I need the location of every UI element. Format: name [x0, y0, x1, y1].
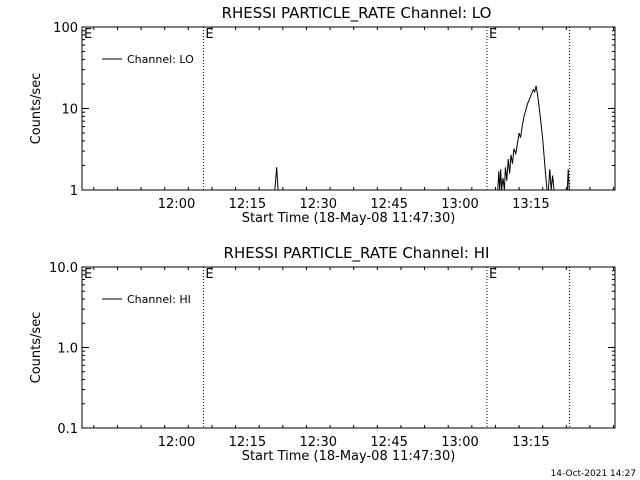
y-tick-label: 10: [61, 103, 78, 118]
legend-entry: Channel: LO: [127, 53, 194, 66]
x-axis-label: Start Time (18-May-08 11:47:30): [242, 211, 456, 226]
x-tick-label: 12:45: [370, 197, 407, 212]
y-tick-label: 0.1: [57, 422, 78, 437]
x-tick-label: 12:30: [300, 435, 337, 450]
chart-title: RHESSI PARTICLE_RATE Channel: HI: [224, 244, 490, 263]
corner-label: E: [84, 267, 92, 282]
x-axis-label: Start Time (18-May-08 11:47:30): [242, 449, 456, 464]
chart-panel-2: RHESSI PARTICLE_RATE Channel: HI 12:00 12:…: [29, 244, 616, 464]
x-tick-label: 13:00: [441, 435, 478, 450]
y-tick-label: 1.0: [57, 342, 78, 357]
x-tick-label: 12:45: [370, 435, 407, 450]
x-tick-label: 13:15: [512, 435, 549, 450]
event-marker-label: E: [489, 267, 497, 282]
x-tick-label: 13:00: [441, 197, 478, 212]
legend-entry: Channel: HI: [127, 293, 191, 306]
chart-panel-1: RHESSI PARTICLE_RATE Channel: LO 12:00 12:…: [29, 4, 616, 226]
x-tick-label: 12:15: [229, 435, 266, 450]
x-tick-label: 12:00: [158, 197, 195, 212]
y-tick-label: 1: [70, 184, 78, 199]
y-axis-label: Counts/sec: [29, 312, 44, 384]
event-marker-label: E: [489, 27, 497, 42]
x-tick-label: 13:15: [512, 197, 549, 212]
y-axis-label: Counts/sec: [29, 73, 44, 145]
corner-label: E: [84, 27, 92, 42]
series-line: [274, 167, 279, 191]
series-line: [547, 169, 555, 191]
y-tick-label: 100: [53, 21, 78, 36]
chart-title: RHESSI PARTICLE_RATE Channel: LO: [222, 4, 492, 23]
y-tick-label: 10.0: [49, 261, 78, 276]
x-tick-label: 12:15: [229, 197, 266, 212]
series-line: [497, 85, 548, 191]
event-marker-label: E: [205, 27, 213, 42]
x-tick-label: 12:30: [300, 197, 337, 212]
x-tick-label: 12:00: [158, 435, 195, 450]
footer-timestamp: 14-Oct-2021 14:27: [551, 469, 636, 479]
plot-frame: [81, 26, 616, 191]
plot-frame: [81, 266, 616, 429]
series-line: [566, 169, 570, 191]
event-marker-label: E: [205, 267, 213, 282]
